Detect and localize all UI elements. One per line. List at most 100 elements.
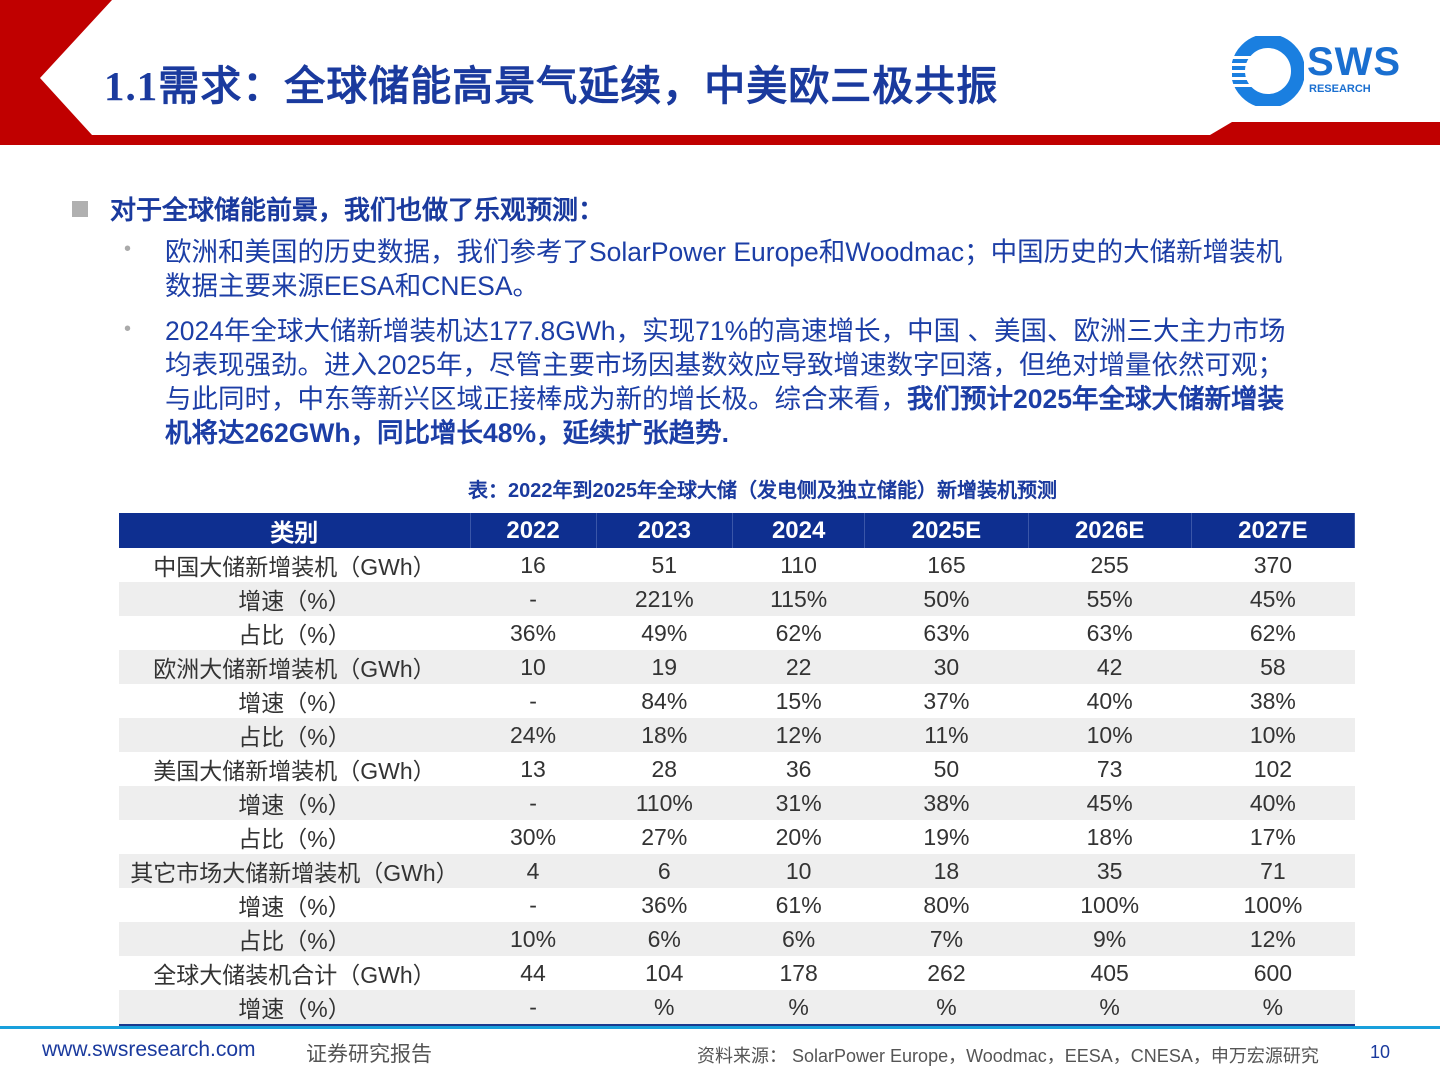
table-cell: 62% <box>1249 619 1296 646</box>
table-cell: 19 <box>596 650 733 684</box>
table-cell: 17% <box>1249 823 1296 850</box>
column-header: 2023 <box>596 513 733 548</box>
table-cell: 18 <box>864 854 1029 888</box>
table-cell: 600 <box>1253 959 1293 986</box>
table-cell: 49% <box>641 619 688 646</box>
row-label: 其它市场大储新增装机（GWh） <box>119 854 470 888</box>
row-label: 美国大储新增装机（GWh） <box>153 758 436 784</box>
table-cell: 38% <box>864 786 1029 820</box>
table-cell: 22 <box>732 650 865 684</box>
text-line: 与此同时，中东等新兴区域正接棒成为新的增长极。综合来看，我们预计2025年全球大… <box>165 382 1286 416</box>
table-cell: 10 <box>732 854 865 888</box>
text-line: 欧洲和美国的历史数据，我们参考了SolarPower Europe和Woodma… <box>165 237 1283 267</box>
table-row: 中国大储新增装机（GWh） 16 51 110 165 255 370 <box>119 548 1355 582</box>
table-cell: 36% <box>510 619 557 646</box>
table-cell: 37% <box>923 687 970 714</box>
table-cell: 10% <box>1191 718 1355 752</box>
table-cell: 80% <box>923 891 970 918</box>
table-row: 占比（%） 30% 27% 20% 19% 18% 17% <box>119 820 1355 854</box>
column-header: 2025E <box>864 513 1029 548</box>
table-cell: 45% <box>1028 786 1192 820</box>
table-row: 增速（%） -221% 115% 50% 55% 45% <box>119 582 1355 616</box>
table-row: 欧洲大储新增装机（GWh） 10 19 22 30 42 58 <box>119 650 1355 684</box>
table-row: 占比（%） 24% 18% 12% 11% 10% 10% <box>119 718 1355 752</box>
table-cell: 12% <box>732 718 865 752</box>
logo-subtext: RESEARCH <box>1309 83 1371 95</box>
table-cell: 221% <box>596 582 733 616</box>
table-row: 美国大储新增装机（GWh） 13 28 36 50 73 102 <box>119 752 1355 786</box>
table-cell: % <box>1028 990 1192 1026</box>
source-note: 资料来源： SolarPower Europe，Woodmac，EESA，CNE… <box>697 1046 1319 1066</box>
table-cell: 262 <box>927 959 966 986</box>
row-label: 增速（%） <box>119 990 470 1026</box>
row-label: 全球大储装机合计（GWh） <box>153 962 436 988</box>
table-cell: 255 <box>1090 551 1129 578</box>
table-cell: 50 <box>933 755 960 782</box>
table-cell: 16 <box>520 551 546 578</box>
logo-ring-icon <box>1231 34 1305 108</box>
website-link[interactable]: www.swsresearch.com <box>42 1038 256 1061</box>
table-cell: 10% <box>470 922 597 956</box>
section-heading: 对于全球储能前景，我们也做了乐观预测： <box>72 190 604 227</box>
table-cell: 30 <box>864 650 1029 684</box>
column-header: 2026E <box>1028 513 1192 548</box>
table-cell: 115% <box>732 582 865 616</box>
table-cell: 100% <box>1080 891 1140 918</box>
table-cell: 38% <box>1249 687 1296 714</box>
table-cell: 10% <box>1028 718 1192 752</box>
row-label: 占比（%） <box>119 718 470 752</box>
table-cell: 62% <box>775 619 822 646</box>
table-cell: % <box>1191 990 1355 1026</box>
table-cell: 18% <box>1086 823 1133 850</box>
table-cell: 28 <box>651 755 678 782</box>
bullet-paragraph-1: 欧洲和美国的历史数据，我们参考了SolarPower Europe和Woodma… <box>165 235 1282 303</box>
table-cell: 100% <box>1243 891 1303 918</box>
table-cell: - <box>529 687 537 714</box>
row-label: 占比（%） <box>119 922 470 956</box>
table-cell: 58 <box>1191 650 1355 684</box>
table-cell: 6% <box>596 922 733 956</box>
table-cell: 63% <box>1086 619 1133 646</box>
table-cell: 55% <box>1028 582 1192 616</box>
table-cell: 4 <box>470 854 597 888</box>
table-caption: 表：2022年到2025年全球大储（发电侧及独立储能）新增装机预测 <box>468 480 1057 502</box>
row-label: 占比（%） <box>238 826 351 852</box>
table-row: 占比（%） 36% 49% 62% 63% 63% 62% <box>119 616 1355 650</box>
table-cell: 31% <box>732 786 865 820</box>
table-cell: 102 <box>1253 755 1293 782</box>
row-label: 增速（%） <box>238 690 351 716</box>
table-cell: 50% <box>864 582 1029 616</box>
row-label: 增速（%） <box>119 582 470 616</box>
page-number: 10 <box>1370 1042 1391 1062</box>
table-cell: 84% <box>641 687 688 714</box>
table-cell: 45% <box>1191 582 1355 616</box>
row-label: 增速（%） <box>119 786 470 820</box>
table-cell: - <box>470 990 597 1026</box>
column-header: 2027E <box>1191 513 1356 548</box>
column-header: 2022 <box>470 513 597 548</box>
bold-text: 机将达262GWh，同比增长48%，延续扩张趋势. <box>165 418 729 448</box>
table-cell: % <box>732 990 865 1026</box>
table-cell: 9% <box>1028 922 1192 956</box>
table-cell: % <box>596 990 733 1026</box>
table-row: 全球大储装机合计（GWh） 44 104 178 262 405 600 <box>119 956 1355 990</box>
table-cell: 35 <box>1028 854 1192 888</box>
table-cell: 405 <box>1090 959 1129 986</box>
logo-text: SWS <box>1307 40 1402 84</box>
bullet-dot-icon: • <box>124 238 132 260</box>
table-cell: % <box>864 990 1029 1026</box>
text-span: 与此同时，中东等新兴区域正接棒成为新的增长极。综合来看， <box>165 384 907 414</box>
table-row: 增速（%） - 36% 61% 80% 100% 100% <box>119 888 1355 922</box>
table-cell: 165 <box>927 551 966 578</box>
table-cell: 178 <box>779 959 818 986</box>
table-cell: 40% <box>1086 687 1133 714</box>
row-label: 增速（%） <box>238 894 351 920</box>
table-cell: 27% <box>641 823 688 850</box>
table-cell: 6% <box>732 922 865 956</box>
header-banner <box>0 0 1440 145</box>
table-cell: - <box>529 891 537 918</box>
footer-divider <box>0 1026 1440 1029</box>
table-cell: 63% <box>923 619 970 646</box>
report-type: 证券研究报告 <box>306 1043 432 1066</box>
table-cell: 44 <box>520 959 546 986</box>
